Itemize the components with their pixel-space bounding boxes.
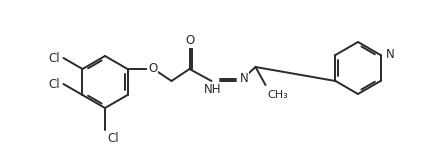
Text: N: N: [240, 73, 248, 85]
Text: N: N: [385, 48, 394, 62]
Text: O: O: [185, 35, 194, 47]
Text: NH: NH: [204, 83, 221, 96]
Text: Cl: Cl: [107, 132, 119, 145]
Text: Cl: Cl: [49, 78, 60, 90]
Text: CH₃: CH₃: [268, 90, 288, 100]
Text: O: O: [148, 62, 157, 76]
Text: Cl: Cl: [49, 52, 60, 64]
